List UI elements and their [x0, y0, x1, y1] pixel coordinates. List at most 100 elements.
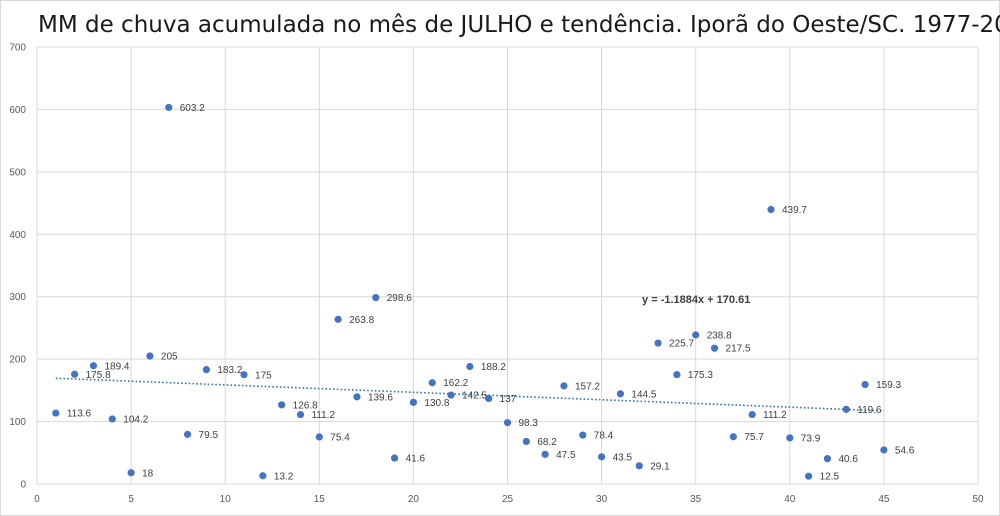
data-label: 73.9 — [801, 433, 821, 444]
data-label: 18 — [142, 468, 154, 479]
y-tick-label: 200 — [9, 355, 26, 366]
y-tick-label: 700 — [9, 43, 26, 54]
data-point — [409, 398, 417, 406]
x-tick-label: 25 — [502, 494, 514, 505]
data-point — [616, 390, 625, 398]
x-tick-label: 45 — [878, 494, 890, 505]
data-point — [598, 453, 606, 461]
data-label: 68.2 — [537, 437, 557, 448]
data-label: 75.4 — [330, 432, 350, 443]
data-label: 111.2 — [311, 410, 335, 421]
data-point — [390, 454, 399, 462]
data-point — [485, 394, 493, 403]
x-tick-label: 20 — [408, 494, 420, 505]
data-point — [259, 472, 267, 480]
data-point — [503, 419, 512, 427]
data-point — [89, 362, 98, 370]
data-label: 603.2 — [180, 103, 205, 114]
y-tick-label: 100 — [9, 417, 26, 428]
x-tick-label: 30 — [596, 494, 608, 505]
data-label: 217.5 — [726, 344, 751, 355]
x-tick-label: 5 — [128, 494, 134, 505]
data-point — [146, 352, 154, 360]
data-label: 98.3 — [519, 418, 539, 429]
y-tick-label: 400 — [9, 230, 26, 241]
data-label: 13.2 — [274, 471, 294, 482]
data-label: 159.3 — [876, 380, 901, 391]
data-label: 113.6 — [67, 409, 92, 420]
data-label: 175.8 — [86, 370, 111, 381]
data-label: 439.7 — [782, 205, 807, 216]
data-point — [635, 462, 643, 470]
data-label: 175 — [255, 370, 272, 381]
data-point — [296, 410, 305, 419]
data-point — [861, 380, 869, 389]
data-point — [315, 433, 323, 441]
data-point — [202, 366, 210, 374]
data-label: 238.8 — [707, 330, 732, 341]
data-point — [428, 379, 436, 387]
data-point — [692, 331, 700, 339]
data-label: 79.5 — [199, 430, 219, 441]
data-label: 54.6 — [895, 445, 915, 456]
data-point — [447, 391, 455, 399]
data-point — [278, 401, 286, 409]
x-tick-label: 10 — [220, 494, 232, 505]
data-label: 142.5 — [462, 391, 487, 402]
data-label: 205 — [161, 352, 178, 363]
data-label: 144.5 — [631, 389, 656, 400]
data-point — [541, 450, 549, 458]
data-point — [842, 405, 850, 413]
data-label: 29.1 — [650, 461, 670, 472]
data-label: 298.6 — [387, 293, 412, 304]
data-point — [729, 433, 737, 441]
data-label: 139.6 — [368, 392, 393, 403]
data-label: 137 — [500, 394, 517, 405]
data-point — [710, 344, 719, 352]
data-point — [466, 362, 474, 371]
x-tick-label: 15 — [314, 494, 326, 505]
data-label: 104.2 — [123, 414, 148, 425]
data-point — [71, 370, 79, 378]
y-tick-label: 300 — [9, 292, 26, 303]
data-label: 47.5 — [556, 450, 576, 461]
data-point — [560, 382, 568, 390]
data-label: 41.6 — [406, 454, 426, 465]
data-label: 119.6 — [857, 405, 882, 416]
data-label: 130.8 — [424, 398, 449, 409]
data-label: 188.2 — [481, 362, 506, 373]
data-label: 78.4 — [594, 431, 614, 442]
data-point — [654, 339, 662, 347]
data-point — [748, 410, 756, 419]
data-point — [165, 103, 173, 112]
data-label: 12.5 — [820, 472, 840, 483]
data-point — [767, 205, 775, 214]
trendline-equation: y = -1.1884x + 170.61 — [642, 294, 750, 306]
x-tick-label: 0 — [34, 494, 40, 505]
data-point — [127, 469, 135, 477]
data-label: 225.7 — [669, 339, 694, 350]
data-label: 75.7 — [744, 432, 764, 443]
data-label: 162.2 — [443, 378, 468, 389]
data-label: 43.5 — [613, 452, 633, 463]
data-point — [183, 430, 192, 438]
data-point — [805, 472, 813, 480]
data-point — [240, 371, 248, 379]
data-point — [880, 446, 888, 454]
data-point — [353, 393, 361, 401]
x-tick-label: 35 — [690, 494, 702, 505]
data-point — [334, 315, 342, 323]
data-point — [823, 455, 832, 463]
data-label: 40.6 — [838, 454, 858, 465]
data-point — [786, 434, 794, 442]
y-tick-label: 0 — [20, 480, 26, 491]
data-point — [108, 415, 116, 423]
data-label: 157.2 — [575, 381, 600, 392]
x-tick-label: 50 — [972, 494, 984, 505]
x-tick-label: 40 — [784, 494, 796, 505]
chart-title: MM de chuva acumulada no mês de JULHO e … — [38, 12, 1000, 38]
y-tick-label: 500 — [9, 167, 26, 178]
data-label: 183.2 — [217, 365, 242, 376]
data-point — [522, 437, 530, 446]
data-label: 263.8 — [349, 315, 374, 326]
